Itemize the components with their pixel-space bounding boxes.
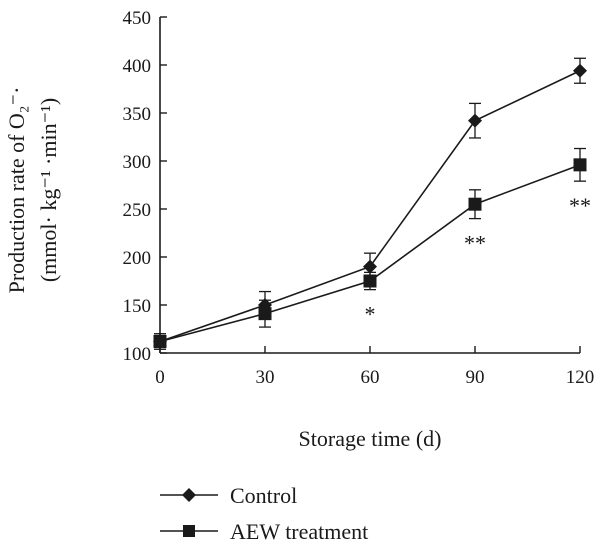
tick-labels: 100 150 200 250 300 350 400 450 0 30 60 90 120	[123, 8, 595, 388]
legend-marker-diamond	[182, 488, 196, 502]
x-tick-label: 120	[566, 367, 595, 388]
data-point-square	[258, 307, 272, 321]
series-aew-treatment	[153, 147, 587, 350]
legend: Control AEW treatment	[160, 483, 368, 544]
significance-marker: *	[365, 302, 376, 327]
y-tick-label: 100	[123, 344, 152, 365]
x-tick-label: 0	[155, 367, 165, 388]
data-point-diamond	[363, 259, 377, 274]
y-tick-label: 400	[123, 56, 152, 77]
legend-marker-square	[183, 525, 195, 537]
x-tick-label: 90	[466, 367, 485, 388]
y-axis-title-line2: (mmol· kg⁻¹ ·min⁻¹)	[36, 98, 61, 282]
legend-label-control: Control	[230, 483, 297, 508]
significance-marker: **	[464, 231, 486, 256]
data-point-square	[153, 334, 167, 348]
series-layer	[153, 57, 587, 350]
legend-item-aew: AEW treatment	[160, 519, 368, 544]
legend-item-control: Control	[160, 483, 297, 508]
y-tick-label: 300	[123, 152, 152, 173]
y-tick-label: 250	[123, 200, 152, 221]
significance-marker: **	[569, 193, 591, 218]
ticks	[159, 16, 581, 354]
annotation-layer: *****	[365, 193, 592, 326]
data-point-square	[363, 274, 377, 288]
y-tick-label: 150	[123, 296, 152, 317]
data-point-square	[573, 158, 587, 172]
x-tick-label: 30	[256, 367, 275, 388]
x-axis-title: Storage time (d)	[299, 426, 442, 451]
data-point-diamond	[573, 63, 587, 78]
y-tick-label: 350	[123, 104, 152, 125]
x-tick-label: 60	[361, 367, 380, 388]
data-point-square	[468, 197, 482, 211]
y-tick-label: 450	[123, 8, 152, 29]
y-axis-title-line1: Production rate of O₂⁻·	[4, 87, 29, 294]
y-axis-title: Production rate of O₂⁻· (mmol· kg⁻¹ ·min…	[4, 87, 61, 294]
legend-label-aew: AEW treatment	[230, 519, 368, 544]
data-point-diamond	[468, 113, 482, 128]
y-tick-label: 200	[123, 248, 152, 269]
